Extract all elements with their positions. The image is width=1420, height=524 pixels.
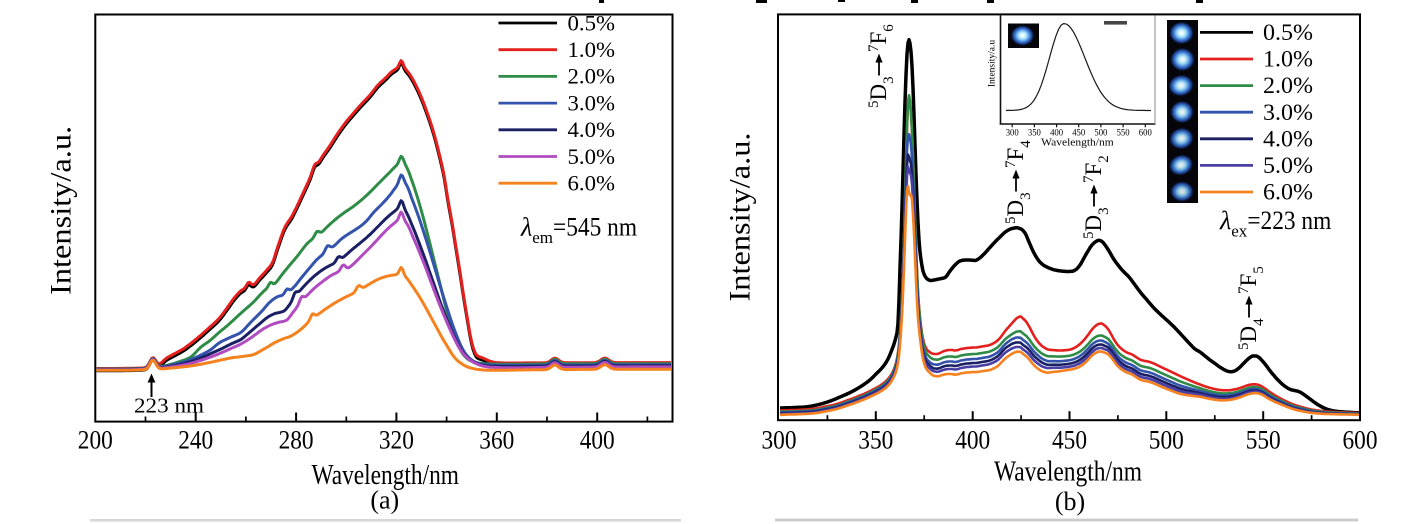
- svg-text:400: 400: [580, 425, 615, 455]
- svg-text:0.5%: 0.5%: [1263, 20, 1313, 45]
- svg-text:7F2: 7F2: [1081, 155, 1112, 183]
- svg-text:1.0%: 1.0%: [568, 37, 616, 62]
- svg-text:Wavelength/nm: Wavelength/nm: [994, 457, 1142, 488]
- svg-text:5D3: 5D3: [1003, 192, 1034, 224]
- svg-text:3.0%: 3.0%: [568, 90, 616, 115]
- svg-text:4.0%: 4.0%: [1263, 126, 1313, 151]
- svg-text:600: 600: [1139, 129, 1152, 139]
- svg-text:7F5: 7F5: [1236, 266, 1267, 294]
- svg-text:280: 280: [279, 425, 314, 455]
- svg-text:Intensity/a.u.: Intensity/a.u.: [45, 126, 78, 295]
- svg-text:1.0%: 1.0%: [1263, 47, 1313, 72]
- svg-text:5.0%: 5.0%: [568, 144, 616, 169]
- svg-text:200: 200: [78, 425, 113, 455]
- svg-text:λem=545 nm: λem=545 nm: [520, 213, 637, 248]
- svg-text:7F4: 7F4: [1003, 140, 1034, 168]
- svg-text:450: 450: [1052, 425, 1087, 455]
- svg-text:600: 600: [1343, 425, 1378, 455]
- svg-text:5.0%: 5.0%: [1263, 153, 1313, 178]
- svg-text:3.0%: 3.0%: [1263, 100, 1313, 125]
- svg-text:240: 240: [178, 425, 213, 455]
- svg-text:500: 500: [1094, 129, 1107, 139]
- svg-text:6.0%: 6.0%: [1263, 180, 1313, 205]
- svg-text:300: 300: [1006, 129, 1019, 139]
- svg-text:5D4: 5D4: [1236, 318, 1267, 350]
- svg-text:550: 550: [1246, 425, 1281, 455]
- svg-text:550: 550: [1117, 129, 1130, 139]
- svg-text:5D3: 5D3: [1081, 207, 1112, 239]
- svg-text:0.5%: 0.5%: [568, 10, 616, 35]
- svg-text:(a): (a): [370, 486, 399, 515]
- svg-text:223 nm: 223 nm: [134, 394, 204, 418]
- svg-text:400: 400: [1050, 129, 1063, 139]
- svg-text:400: 400: [955, 425, 990, 455]
- svg-text:350: 350: [858, 425, 893, 455]
- svg-text:450: 450: [1072, 129, 1085, 139]
- svg-text:5D3: 5D3: [866, 76, 897, 108]
- svg-text:360: 360: [479, 425, 514, 455]
- svg-text:2.0%: 2.0%: [568, 64, 616, 89]
- svg-text:Intensity/a.u: Intensity/a.u: [988, 40, 998, 87]
- svg-text:320: 320: [379, 425, 414, 455]
- svg-text:Wavelength/nm: Wavelength/nm: [312, 460, 460, 491]
- svg-text:(b): (b): [1055, 487, 1085, 516]
- svg-text:Wavelength/nm: Wavelength/nm: [1041, 137, 1114, 149]
- svg-text:Intensity/a.u.: Intensity/a.u.: [724, 133, 757, 302]
- svg-text:350: 350: [1028, 129, 1041, 139]
- svg-text:6.0%: 6.0%: [568, 171, 616, 196]
- svg-text:500: 500: [1149, 425, 1184, 455]
- svg-text:4.0%: 4.0%: [568, 117, 616, 142]
- svg-text:300: 300: [762, 425, 797, 455]
- svg-text:7F6: 7F6: [866, 24, 897, 52]
- svg-text:2.0%: 2.0%: [1263, 73, 1313, 98]
- svg-text:λex=223 nm: λex=223 nm: [1219, 206, 1331, 241]
